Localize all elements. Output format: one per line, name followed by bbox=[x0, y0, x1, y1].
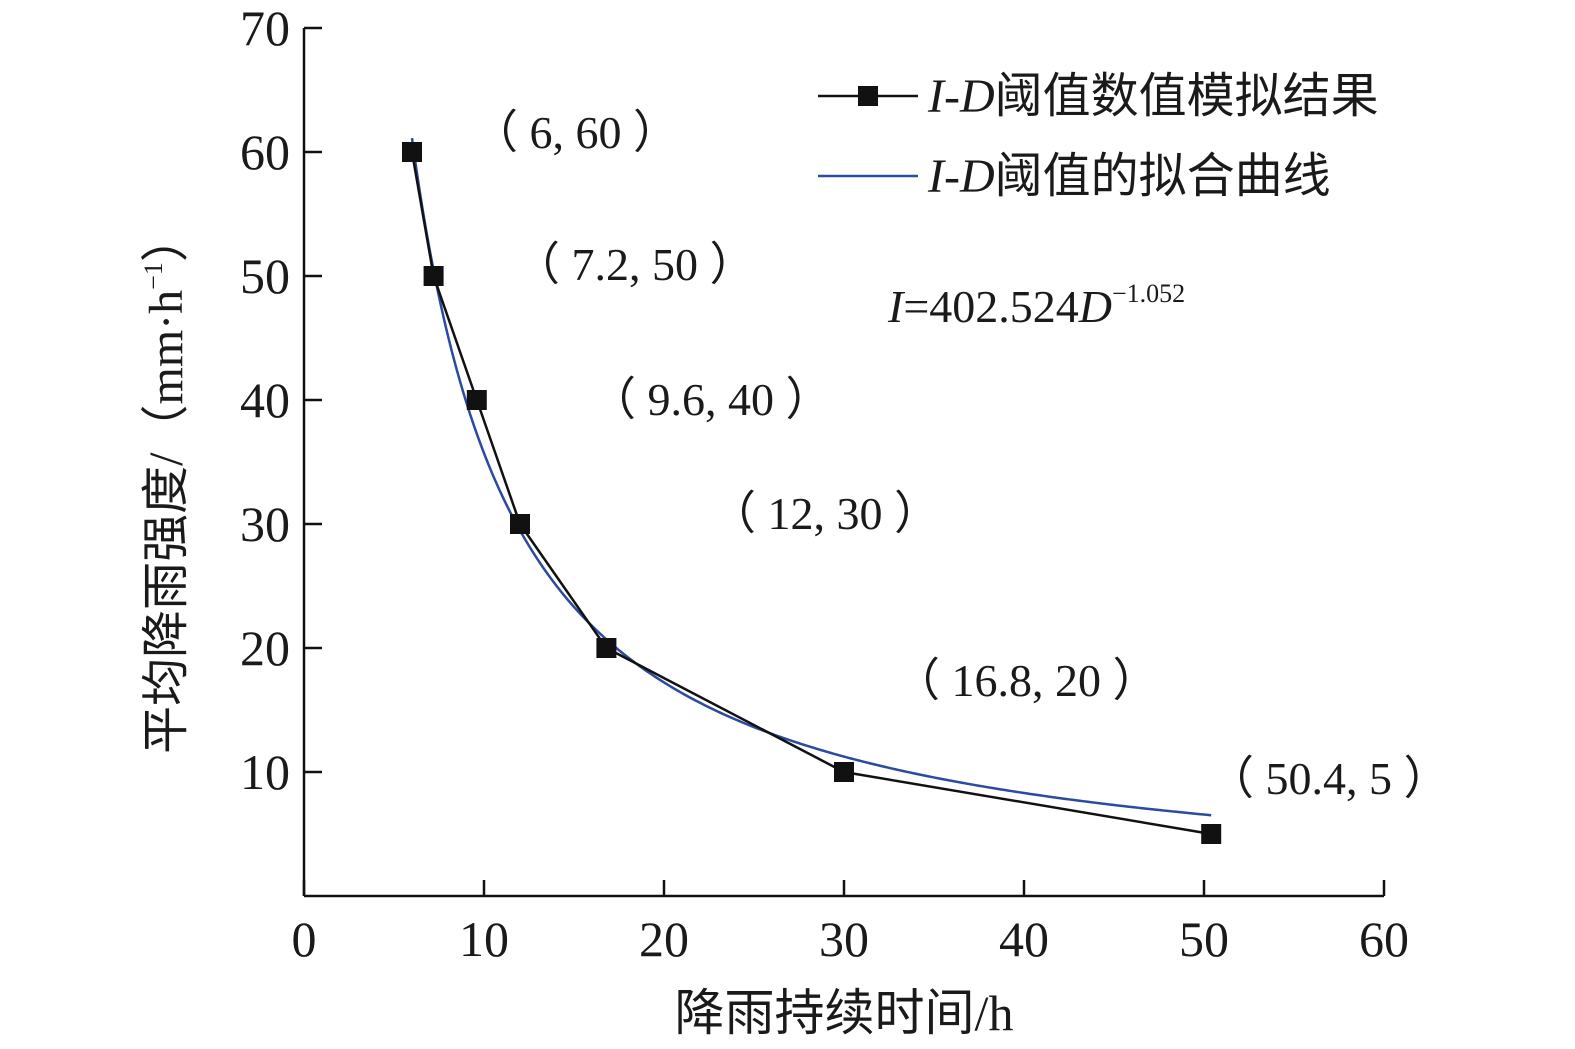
x-axis-ticks: 0 10 20 30 40 50 60 bbox=[292, 880, 1409, 967]
y-axis-label-close: ） bbox=[140, 214, 193, 262]
equation-mid: =402.524 bbox=[903, 281, 1078, 332]
y-axis-label: 平均降雨强度/（mm·h−1） bbox=[139, 214, 193, 754]
equation-lhs: I bbox=[887, 281, 906, 332]
point-label: （ 50.4, 5 ） bbox=[1208, 753, 1450, 804]
data-point-marker bbox=[834, 762, 854, 782]
legend-label-fit-italic: I-D bbox=[927, 150, 995, 203]
y-tick-label: 40 bbox=[240, 372, 290, 428]
data-point-marker bbox=[466, 390, 487, 410]
point-label: （ 12, 30 ） bbox=[710, 488, 940, 539]
x-tick-label: 20 bbox=[639, 911, 689, 967]
y-tick-label: 10 bbox=[240, 744, 290, 800]
equation-var: D bbox=[1078, 281, 1112, 332]
legend-marker-simulation bbox=[858, 86, 878, 106]
point-label: （ 6, 60 ） bbox=[472, 107, 679, 158]
data-point-marker bbox=[423, 266, 444, 286]
y-tick-label: 30 bbox=[240, 496, 290, 552]
x-tick-label: 60 bbox=[1359, 911, 1409, 967]
y-tick-label: 50 bbox=[240, 248, 290, 304]
legend-label-fit: I-D阈值的拟合曲线 bbox=[927, 150, 1331, 203]
legend-label-simulation-italic: I-D bbox=[927, 70, 995, 123]
y-axis-ticks: 10 20 30 40 50 60 70 bbox=[240, 0, 322, 800]
data-point-marker bbox=[596, 638, 617, 658]
x-axis-label: 降雨持续时间/h bbox=[675, 985, 1014, 1041]
legend-label-fit-text: 阈值的拟合曲线 bbox=[995, 150, 1331, 203]
series-layer bbox=[402, 137, 1222, 844]
fit-curve bbox=[410, 137, 1212, 817]
y-tick-label: 70 bbox=[240, 0, 290, 56]
x-tick-label: 40 bbox=[999, 911, 1049, 967]
y-axis-label-main: 平均降雨强度/（mm·h bbox=[140, 290, 193, 754]
data-point-marker bbox=[402, 142, 422, 162]
data-point-marker bbox=[1201, 824, 1222, 844]
point-labels: （ 6, 60 ） （ 7.2, 50 ） （ 9.6, 40 ） （ 12, … bbox=[472, 107, 1450, 804]
legend-item-fit: I-D阈值的拟合曲线 bbox=[818, 150, 1331, 203]
x-tick-label: 30 bbox=[819, 911, 869, 967]
legend-label-simulation-text: 阈值数值模拟结果 bbox=[995, 70, 1379, 123]
data-point-marker bbox=[510, 514, 530, 534]
x-tick-label: 0 bbox=[292, 911, 317, 967]
x-tick-label: 10 bbox=[459, 911, 509, 967]
equation-exponent: −1.052 bbox=[1112, 279, 1185, 308]
y-tick-label: 60 bbox=[240, 124, 290, 180]
y-tick-label: 20 bbox=[240, 620, 290, 676]
x-tick-label: 50 bbox=[1179, 911, 1229, 967]
y-axis-label-sup: −1 bbox=[139, 262, 168, 290]
legend-label-simulation: I-D阈值数值模拟结果 bbox=[927, 70, 1379, 123]
point-label: （ 7.2, 50 ） bbox=[514, 239, 756, 290]
legend-item-simulation: I-D阈值数值模拟结果 bbox=[818, 70, 1379, 123]
point-label: （ 16.8, 20 ） bbox=[894, 655, 1159, 706]
legend: I-D阈值数值模拟结果 I-D阈值的拟合曲线 bbox=[818, 70, 1379, 203]
fit-equation: I=402.524D−1.052 bbox=[887, 279, 1185, 332]
point-label: （ 9.6, 40 ） bbox=[590, 374, 832, 425]
